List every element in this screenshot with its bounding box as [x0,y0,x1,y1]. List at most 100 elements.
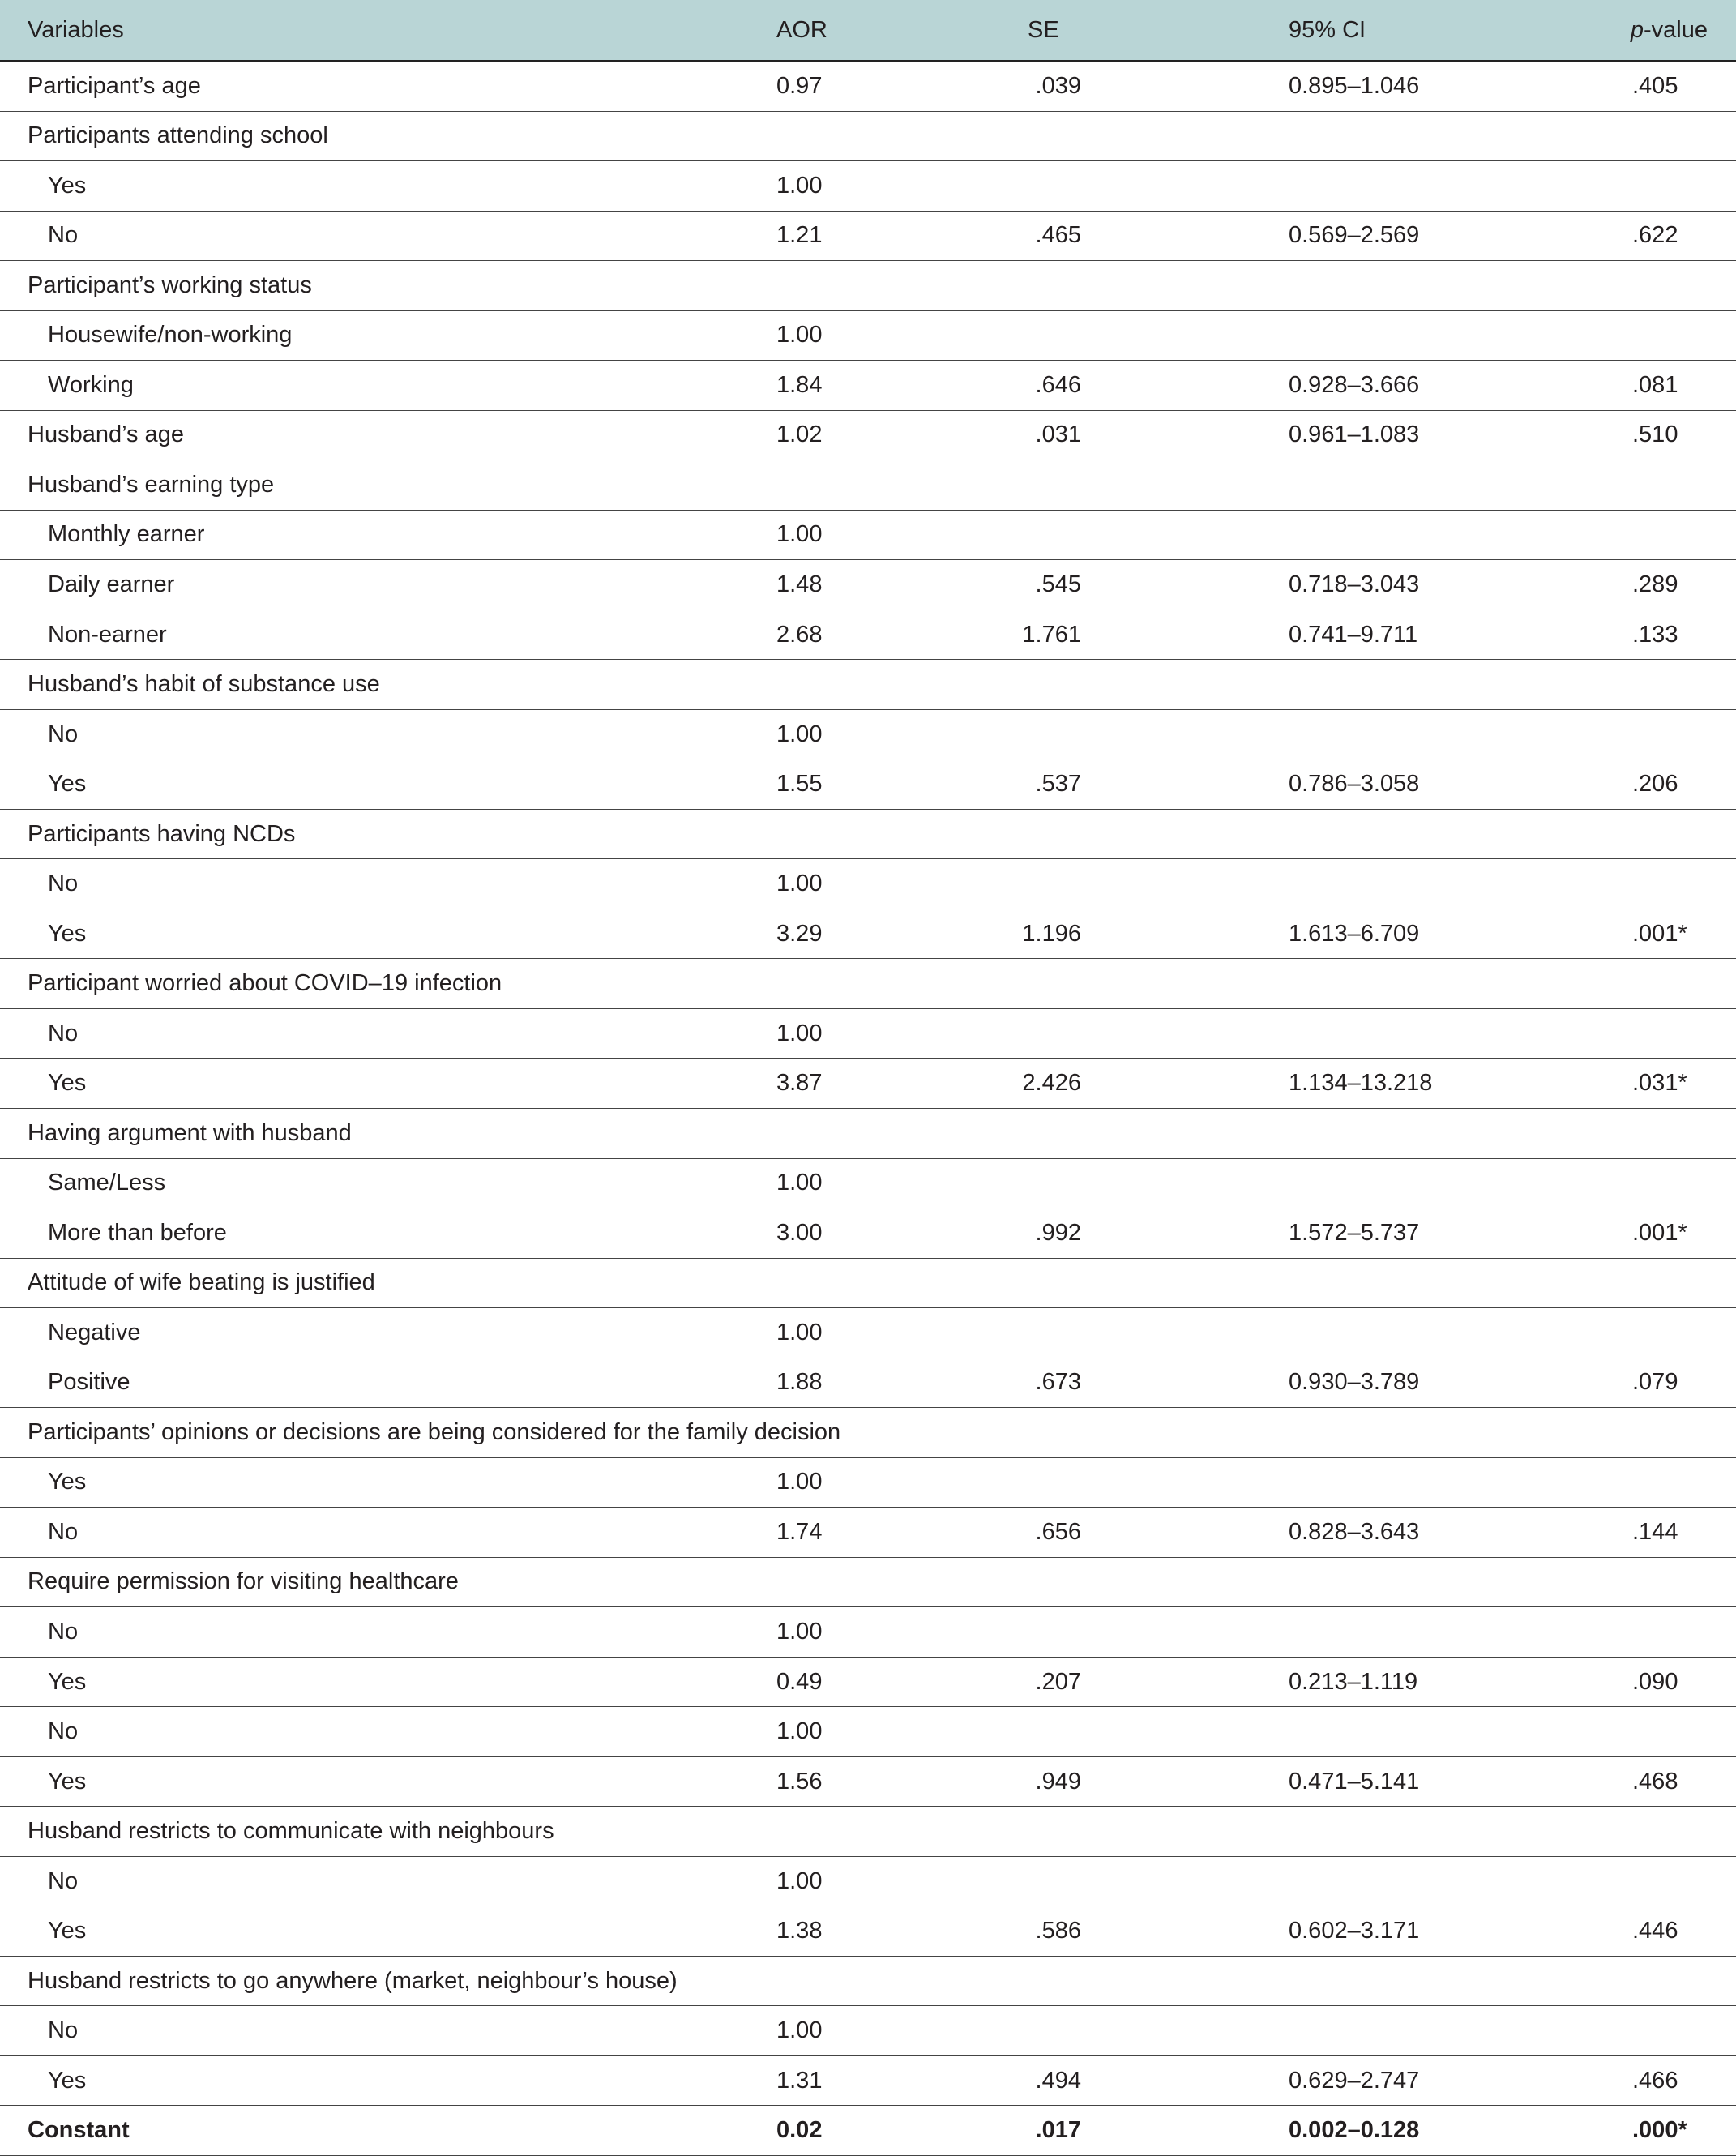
table-row: Yes 1.31 .494 0.629–2.747 .466 [0,2056,1736,2107]
table-cell: Monthly earner [48,521,205,548]
table-row: Require permission for visiting healthca… [0,1558,1736,1608]
table-row: Participants having NCDs [0,810,1736,860]
table-row: Yes 1.00 [0,1458,1736,1508]
table-cell: 1.00 [776,172,823,199]
table-cell: 0.741–9.711 [1289,621,1418,648]
group-label: Husband’s earning type [28,471,275,498]
header-cell: p -value [1631,0,1708,60]
table-cell: 3.00 [776,1219,823,1246]
table-cell: .039 [1035,72,1081,99]
table-cell: .133 [1632,621,1678,648]
header-row: Variables AOR SE 95% CI p -value [0,0,1736,62]
table-cell: 1.613–6.709 [1289,920,1420,947]
table-row: No 1.00 [0,710,1736,760]
table-cell: No [48,871,79,897]
table-cell: 1.48 [776,571,823,597]
table-cell: 1.00 [776,1469,823,1495]
table-cell: .656 [1035,1518,1081,1545]
table-cell: .646 [1035,371,1081,398]
table-cell: 0.97 [776,72,823,99]
table-cell: .079 [1632,1369,1678,1396]
table-row: More than before 3.00 .992 1.572–5.737 .001* [0,1208,1736,1259]
table-row: Constant 0.02 .017 0.002–0.128 .000* [0,2106,1736,2156]
table-cell: Constant [28,2117,130,2144]
table-cell: 1.761 [1022,621,1081,648]
group-label: Participant worried about COVID–19 infec… [28,970,502,997]
table-cell: Yes [48,2067,87,2094]
table-row: Yes 1.56 .949 0.471–5.141 .468 [0,1757,1736,1807]
table-row: Husband restricts to communicate with ne… [0,1807,1736,1857]
table-cell: .586 [1035,1918,1081,1944]
table-cell: 1.21 [776,222,823,249]
table-cell: 0.786–3.058 [1289,771,1420,798]
table-cell: .017 [1035,2117,1081,2144]
table-cell: .405 [1632,72,1678,99]
table-row: Participant’s working status [0,261,1736,311]
table-cell: 1.00 [776,1618,823,1645]
table-row: Husband’s earning type [0,460,1736,511]
table-cell: No [48,1518,79,1545]
table-cell: .949 [1035,1768,1081,1795]
table-cell: Non-earner [48,621,167,648]
table-cell: 1.00 [776,521,823,548]
table-cell: 1.00 [776,2017,823,2044]
table-cell: 2.426 [1022,1070,1081,1097]
table-cell: 1.00 [776,1718,823,1745]
table-row: Attitude of wife beating is justified [0,1259,1736,1309]
table-cell: 1.55 [776,771,823,798]
table-cell: .468 [1632,1768,1678,1795]
table-cell: .081 [1632,371,1678,398]
group-label: Participants attending school [28,122,328,149]
table-cell: Housewife/non-working [48,322,293,349]
table-cell: 0.569–2.569 [1289,222,1420,249]
table-row: Daily earner 1.48 .545 0.718–3.043 .289 [0,560,1736,610]
group-label: Husband’s habit of substance use [28,671,380,698]
group-label: Having argument with husband [28,1119,352,1146]
table-cell: .510 [1632,421,1678,448]
table-cell: 1.84 [776,371,823,398]
table-row: No 1.00 [0,1707,1736,1757]
table-row: Yes 1.38 .586 0.602–3.171 .446 [0,1906,1736,1957]
header-text: p [1630,16,1644,43]
group-label: Attitude of wife beating is justified [28,1269,375,1296]
table-cell: .207 [1035,1668,1081,1695]
table-row: Working 1.84 .646 0.928–3.666 .081 [0,361,1736,411]
table-cell: 0.213–1.119 [1289,1668,1418,1695]
table-cell: 0.828–3.643 [1289,1518,1420,1545]
table-cell: 0.718–3.043 [1289,571,1420,597]
table-cell: 1.56 [776,1768,823,1795]
table-cell: .673 [1035,1369,1081,1396]
table-row: Participant worried about COVID–19 infec… [0,959,1736,1009]
table-cell: .289 [1632,571,1678,597]
table-row: Housewife/non-working 1.00 [0,311,1736,361]
table-cell: 3.29 [776,920,823,947]
header-cell: Variables [28,16,124,43]
table-row: Participants’ opinions or decisions are … [0,1408,1736,1458]
table-row: No 1.00 [0,1009,1736,1059]
table-cell: .494 [1035,2067,1081,2094]
table-cell: No [48,2017,79,2044]
table-row: No 1.00 [0,2006,1736,2056]
table-cell: 1.00 [776,1020,823,1046]
table-row: No 1.00 [0,1607,1736,1658]
table-cell: Yes [48,1768,87,1795]
group-label: Husband restricts to communicate with ne… [28,1818,554,1845]
group-label: Participants’ opinions or decisions are … [28,1418,841,1445]
table-cell: .031* [1632,1070,1687,1097]
table-cell: 1.31 [776,2067,823,2094]
table-cell: 3.87 [776,1070,823,1097]
table-cell: No [48,222,79,249]
table-row: Negative 1.00 [0,1308,1736,1358]
table-row: Yes 3.87 2.426 1.134–13.218 .031* [0,1059,1736,1109]
table-cell: Participant’s age [28,72,201,99]
table-cell: 1.00 [776,871,823,897]
table-cell: 0.961–1.083 [1289,421,1420,448]
table-cell: .001* [1632,920,1687,947]
table-row: Same/Less 1.00 [0,1159,1736,1209]
table-row: Monthly earner 1.00 [0,511,1736,561]
table-cell: 0.471–5.141 [1289,1768,1420,1795]
table-cell: Same/Less [48,1170,166,1196]
table-cell: 2.68 [776,621,823,648]
table-cell: .992 [1035,1219,1081,1246]
table-cell: Positive [48,1369,130,1396]
